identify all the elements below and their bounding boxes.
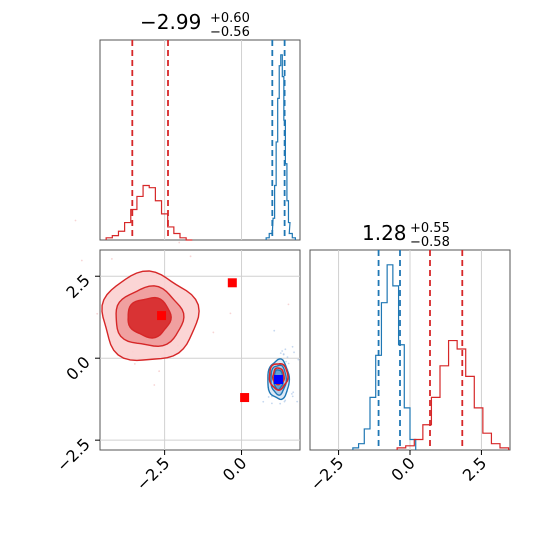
scatter-point bbox=[286, 356, 289, 359]
scatter-point bbox=[287, 303, 290, 306]
scatter-point bbox=[153, 384, 156, 386]
param-1-title-upper: +0.55 bbox=[410, 221, 450, 236]
scatter-point bbox=[281, 350, 284, 352]
scatter-point bbox=[284, 399, 287, 402]
scatter-point bbox=[279, 352, 282, 355]
scatter-point bbox=[291, 395, 294, 398]
scatter-point bbox=[292, 391, 295, 394]
x-tick-label: 0.0 bbox=[219, 453, 250, 484]
param-1-quantile-lines bbox=[377, 250, 464, 450]
y-tick-label: −2.5 bbox=[53, 435, 94, 476]
scatter-point bbox=[283, 400, 286, 403]
marker-3 bbox=[273, 375, 283, 385]
scatter-point bbox=[74, 219, 77, 222]
param-0-histogram-frame bbox=[99, 39, 301, 241]
scatter-point bbox=[262, 400, 265, 403]
param-0-quantile-lines bbox=[131, 40, 286, 240]
marker-1 bbox=[227, 278, 237, 288]
param-1-x-ticks: −2.5 0.0 2.5 bbox=[306, 450, 490, 494]
param-1-histogram-panel: −2.5 0.0 2.5 1.28 +0.55 −0.58 bbox=[306, 221, 511, 494]
scatter-point bbox=[296, 400, 299, 403]
joint-contour-panel: −2.5 0.0 −2.5 0.0 2.5 bbox=[53, 219, 301, 494]
x-tick-label: −2.5 bbox=[133, 453, 174, 494]
scatter-point bbox=[297, 358, 300, 361]
param-0-title-lower: −0.56 bbox=[210, 25, 250, 40]
histogram-series-1 bbox=[265, 54, 296, 240]
scatter-point bbox=[279, 402, 282, 405]
contour-level-0-2 bbox=[127, 296, 172, 339]
param-0-histogram-panel: −2.99 +0.60 −0.56 bbox=[99, 10, 301, 241]
scatter-point bbox=[96, 312, 99, 315]
joint-x-ticks: −2.5 0.0 bbox=[133, 450, 250, 494]
contour-level-2-0 bbox=[268, 363, 289, 392]
param-0-grid bbox=[164, 40, 243, 240]
scatter-point bbox=[282, 353, 285, 355]
scatter-point bbox=[270, 402, 273, 405]
scatter-point bbox=[158, 370, 161, 373]
y-tick-label: 2.5 bbox=[62, 271, 93, 302]
scatter-point bbox=[273, 329, 276, 332]
scatter-point bbox=[189, 255, 192, 258]
scatter-point bbox=[212, 331, 215, 334]
param-1-title-lower: −0.58 bbox=[410, 235, 450, 250]
scatter-point bbox=[110, 258, 113, 260]
marker-0 bbox=[157, 311, 167, 321]
scatter-point bbox=[267, 396, 270, 398]
histogram-series-0 bbox=[105, 184, 193, 241]
param-1-histograms bbox=[352, 264, 510, 450]
scatter-point bbox=[287, 362, 290, 365]
scatter-point bbox=[80, 259, 83, 262]
scatter-point bbox=[293, 351, 295, 354]
scatter-point bbox=[229, 312, 232, 315]
scatter-point bbox=[284, 348, 287, 351]
marker-2 bbox=[240, 393, 250, 403]
x-tick-label: 2.5 bbox=[459, 453, 490, 484]
param-0-title-value: −2.99 bbox=[140, 10, 201, 34]
scatter-point bbox=[178, 241, 181, 244]
param-1-title-value: 1.28 bbox=[362, 221, 407, 245]
histogram-series-0 bbox=[352, 264, 417, 450]
scatter-point bbox=[290, 393, 293, 395]
param-0-title-upper: +0.60 bbox=[210, 11, 250, 26]
joint-y-ticks: −2.5 0.0 2.5 bbox=[53, 271, 100, 476]
x-tick-label: −2.5 bbox=[306, 453, 347, 494]
x-tick-label: 0.0 bbox=[387, 453, 418, 484]
scatter-point bbox=[291, 345, 294, 348]
param-0-histograms bbox=[105, 54, 296, 241]
scatter-point bbox=[285, 360, 287, 363]
scatter-point bbox=[133, 363, 136, 365]
y-tick-label: 0.0 bbox=[62, 353, 93, 384]
joint-markers bbox=[157, 278, 283, 403]
histogram-series-1 bbox=[396, 339, 510, 450]
